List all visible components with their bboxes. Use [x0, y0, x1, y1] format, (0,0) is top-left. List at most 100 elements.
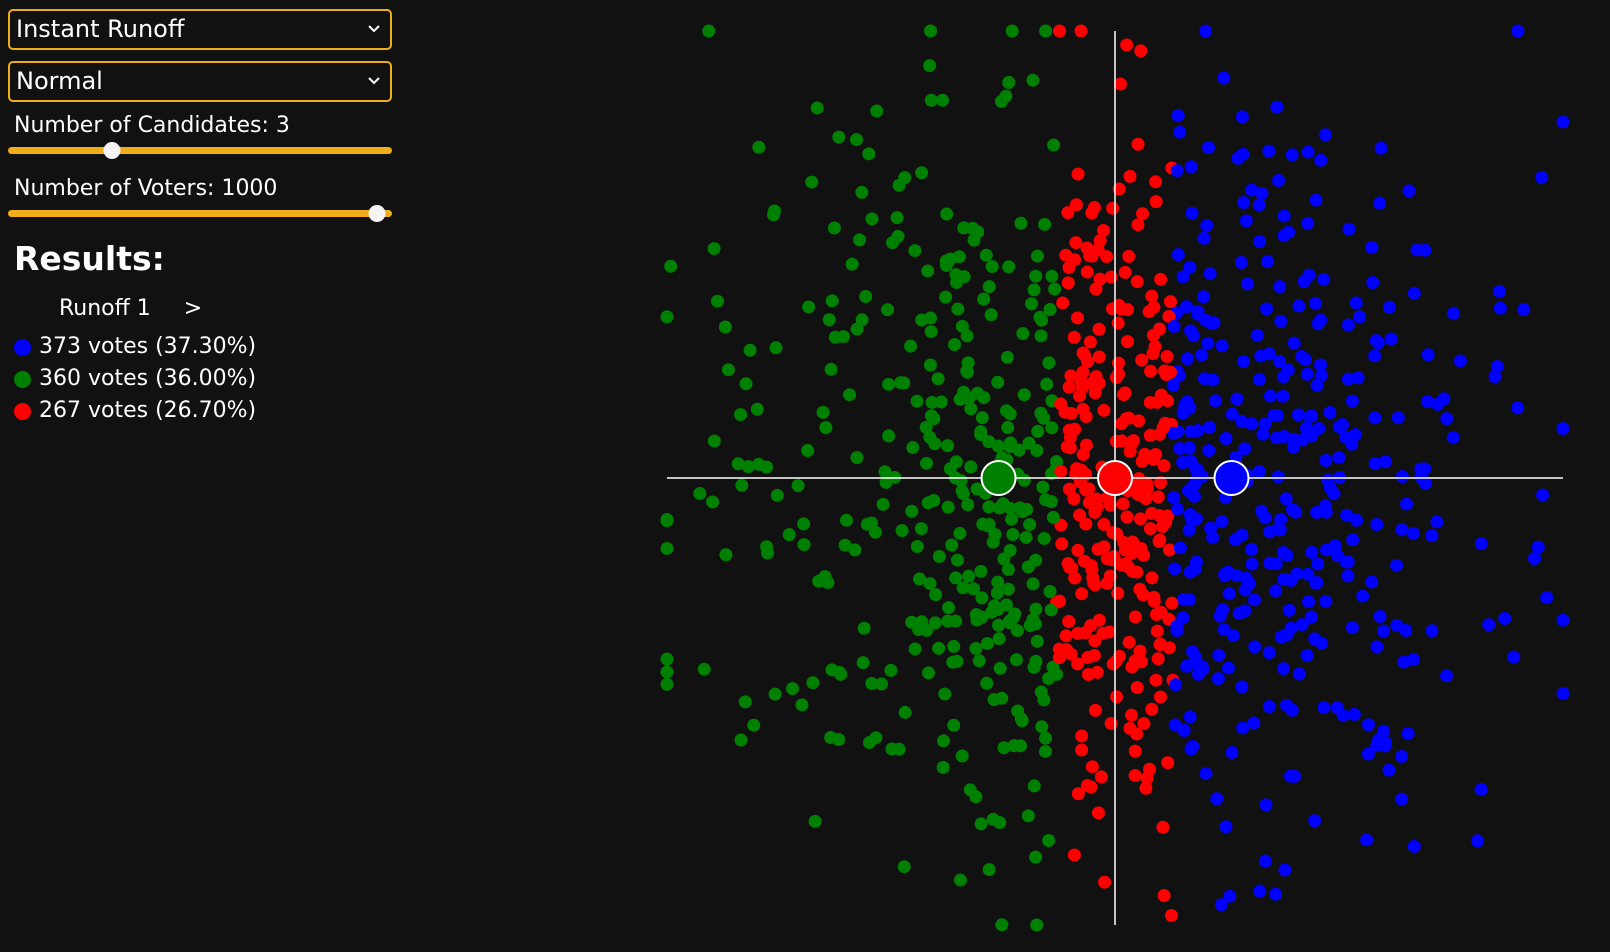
voter-point [1071, 626, 1085, 640]
voter-point [1081, 668, 1095, 682]
voter-point [1207, 316, 1221, 330]
voter-point [1035, 313, 1049, 327]
voter-point [1215, 339, 1229, 353]
voter-point [1273, 280, 1287, 294]
candidate-marker-blue[interactable] [1213, 460, 1250, 496]
next-runoff-button[interactable]: > [183, 296, 203, 321]
voter-point [1271, 470, 1285, 484]
voter-point [967, 233, 981, 247]
voter-point [767, 208, 781, 222]
voter-point [1173, 125, 1187, 139]
voter-point [1197, 231, 1211, 245]
voter-point [1260, 302, 1274, 316]
candidate-marker-red[interactable] [1097, 460, 1133, 496]
voters-slider-track[interactable] [8, 210, 392, 217]
voter-point [1418, 462, 1432, 476]
voter-point [1115, 302, 1129, 316]
voter-point [739, 377, 753, 391]
voter-point [1131, 218, 1145, 232]
voter-point [1309, 193, 1323, 207]
candidates-slider-track[interactable] [8, 147, 392, 154]
voter-point [941, 614, 955, 628]
result-row-blue: 373 votes (37.30%) [8, 331, 392, 363]
voter-point [865, 676, 879, 690]
voter-point [1410, 243, 1424, 257]
voter-point [856, 656, 870, 670]
voter-point [1140, 771, 1154, 785]
voter-point [1092, 322, 1106, 336]
voter-point [924, 409, 938, 423]
voter-point [1556, 115, 1570, 129]
voter-point [1011, 704, 1025, 718]
voter-point [885, 236, 899, 250]
voter-point [1144, 364, 1158, 378]
candidates-slider-thumb[interactable] [103, 142, 121, 159]
voter-point [1269, 887, 1283, 901]
voter-point [1120, 335, 1134, 349]
voter-point [1084, 619, 1098, 633]
voter-point [924, 24, 938, 38]
voter-point [1310, 576, 1324, 590]
voter-point [1446, 431, 1460, 445]
voters-slider[interactable] [8, 201, 392, 225]
voter-point [1202, 444, 1216, 458]
voter-point [962, 569, 976, 583]
voter-point [1201, 336, 1215, 350]
voter-point [1252, 465, 1266, 479]
voter-point [1407, 839, 1421, 853]
voter-point [1130, 478, 1144, 492]
voter-point [1421, 348, 1435, 362]
voter-point [1038, 744, 1052, 758]
candidate-markers[interactable] [980, 460, 1250, 496]
voter-point [1397, 655, 1411, 669]
voter-point [1361, 747, 1375, 761]
voter-point [1317, 272, 1331, 286]
voter-point [1199, 767, 1213, 781]
voter-point [1365, 575, 1379, 589]
voters-slider-thumb[interactable] [368, 205, 386, 222]
voter-point [1490, 360, 1504, 374]
voter-point [1173, 442, 1187, 456]
voter-point [1370, 738, 1384, 752]
voter-point [1043, 303, 1057, 317]
voter-point [1368, 411, 1382, 425]
voter-point [1043, 584, 1057, 598]
method-select[interactable]: Instant Runoff [8, 9, 392, 50]
voter-point [1003, 614, 1017, 628]
voter-point [1298, 352, 1312, 366]
voter-point [1044, 603, 1058, 617]
voter-point [1471, 834, 1485, 848]
voter-point [1274, 630, 1288, 644]
voter-point [1116, 497, 1130, 511]
voter-point [1170, 619, 1184, 633]
voter-point [731, 457, 745, 471]
voter-point [1117, 388, 1131, 402]
voter-point [1030, 918, 1044, 932]
voter-point [1143, 395, 1157, 409]
distribution-select[interactable]: Normal [8, 61, 392, 102]
voter-point [1184, 160, 1198, 174]
voter-point [955, 319, 969, 333]
voter-point [980, 637, 994, 651]
voter-point [924, 311, 938, 325]
voter-point [943, 462, 957, 476]
voter-point [1198, 372, 1212, 386]
voter-point [1271, 409, 1285, 423]
voter-point [869, 731, 883, 745]
voter-point [1556, 686, 1570, 700]
candidate-marker-green[interactable] [980, 460, 1017, 496]
voter-point [735, 478, 749, 492]
voter-point [1200, 218, 1214, 232]
chevron-down-icon [368, 25, 380, 33]
voter-point [1091, 542, 1105, 556]
voter-point [1163, 543, 1177, 557]
voter-point [1219, 820, 1233, 834]
voter-point [1106, 657, 1120, 671]
voter-point [936, 734, 950, 748]
voter-point [1161, 756, 1175, 770]
candidates-slider[interactable] [8, 138, 392, 162]
candidates-label: Number of Candidates: 3 [14, 113, 290, 138]
voter-point [885, 742, 899, 756]
voter-point [1158, 364, 1172, 378]
